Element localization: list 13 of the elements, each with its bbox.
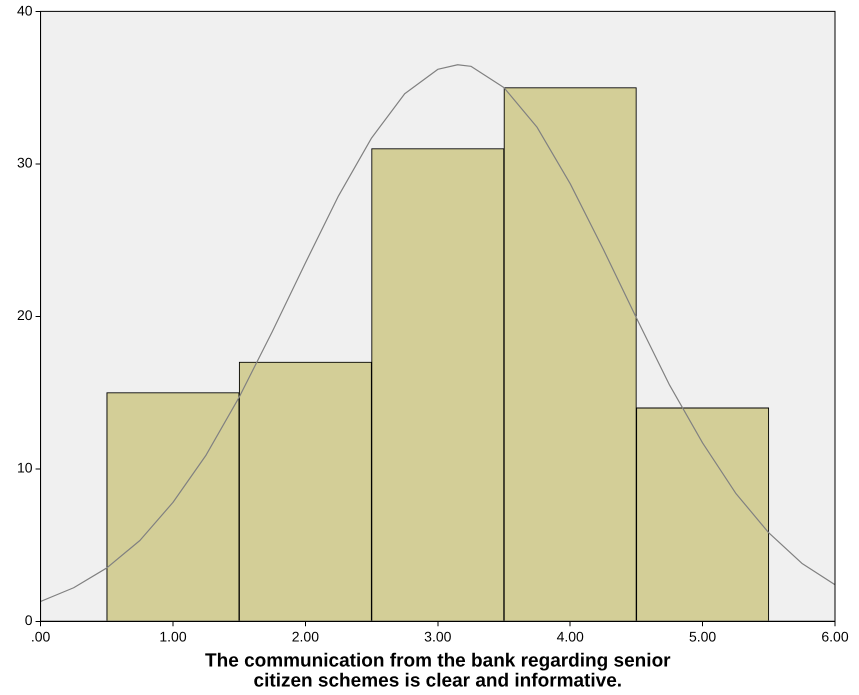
x-tick-label: 6.00 <box>821 628 849 645</box>
x-tick-label: 2.00 <box>292 628 320 645</box>
x-tick-label: 5.00 <box>688 628 716 645</box>
y-tick-label: 0 <box>24 612 33 628</box>
y-tick-label: 30 <box>16 154 33 171</box>
x-tick-label: 3.00 <box>424 628 452 645</box>
y-tick-label: 20 <box>16 307 33 324</box>
x-axis-title: The communication from the bank regarding senior citizen schemes is clear and informative. <box>204 650 672 692</box>
x-tick-label: .00 <box>30 628 51 645</box>
x-tick-label: 4.00 <box>556 628 584 645</box>
x-tick-label: 1.00 <box>159 628 187 645</box>
y-tick-label: 40 <box>16 2 33 18</box>
y-tick-label: 10 <box>16 460 33 476</box>
